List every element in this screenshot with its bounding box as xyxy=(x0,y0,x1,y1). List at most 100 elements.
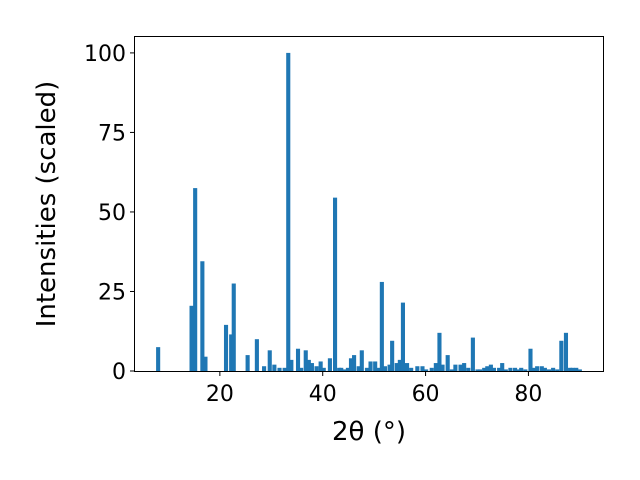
bar xyxy=(491,367,497,371)
bar xyxy=(542,367,547,371)
bar xyxy=(394,363,399,371)
bar xyxy=(364,367,369,371)
bar xyxy=(299,367,304,371)
bar xyxy=(289,359,294,371)
bar xyxy=(440,364,445,371)
bar xyxy=(223,324,229,371)
y-axis-label: Intensities (scaled) xyxy=(32,81,62,328)
bar xyxy=(303,350,308,371)
bar xyxy=(409,367,414,371)
x-tick-label: 20 xyxy=(206,382,234,407)
bar xyxy=(420,366,425,371)
bar xyxy=(321,367,326,371)
bar xyxy=(531,367,536,371)
bar xyxy=(306,359,311,371)
bar xyxy=(379,281,384,371)
bar xyxy=(373,361,378,371)
bar xyxy=(577,369,582,371)
y-tick-label: 0 xyxy=(112,360,126,385)
bar xyxy=(497,367,502,371)
bar xyxy=(519,367,524,371)
bar xyxy=(555,369,560,371)
bar xyxy=(203,356,208,371)
bar xyxy=(478,369,483,371)
x-axis-ticks: 20 40 60 80 xyxy=(206,371,542,407)
bar xyxy=(272,364,277,371)
bar xyxy=(348,358,354,371)
bar xyxy=(314,366,319,371)
x-tick-label: 80 xyxy=(514,382,542,407)
x-axis-label: 2θ (°) xyxy=(332,417,406,447)
bar xyxy=(470,337,475,371)
bar xyxy=(437,332,442,371)
bar xyxy=(429,367,434,371)
bar xyxy=(376,367,381,371)
bar xyxy=(508,367,513,371)
bar xyxy=(516,369,521,371)
bar xyxy=(415,366,420,371)
bar xyxy=(424,369,429,371)
x-tick-label: 60 xyxy=(412,382,440,407)
bar xyxy=(563,332,569,371)
bar xyxy=(309,363,314,371)
bar xyxy=(337,367,342,371)
bar xyxy=(551,367,556,371)
bar xyxy=(559,340,564,371)
bar xyxy=(342,369,347,371)
bar xyxy=(295,348,301,371)
bar xyxy=(475,369,480,371)
x-tick-label: 40 xyxy=(309,382,337,407)
bar xyxy=(231,283,236,371)
plot-frame xyxy=(134,36,604,372)
bar xyxy=(277,367,282,371)
bar xyxy=(318,361,323,371)
bar xyxy=(356,366,361,371)
bar xyxy=(200,261,205,371)
y-tick-label: 50 xyxy=(98,201,126,226)
bar xyxy=(267,350,272,371)
y-tick-label: 75 xyxy=(98,121,126,146)
bar xyxy=(466,367,471,371)
bar xyxy=(245,355,250,371)
y-axis-ticks: 0 25 50 75 100 xyxy=(84,42,135,385)
bar xyxy=(345,367,350,371)
bar xyxy=(503,369,508,371)
y-tick-label: 100 xyxy=(84,42,126,67)
bar xyxy=(523,369,528,371)
bar xyxy=(500,363,505,371)
bar xyxy=(570,367,575,371)
bar xyxy=(333,197,338,371)
bar xyxy=(458,364,463,371)
bar xyxy=(282,367,287,371)
bar xyxy=(485,366,490,371)
bar xyxy=(513,367,518,371)
bar xyxy=(339,367,344,371)
bar xyxy=(254,339,259,371)
bar xyxy=(359,350,364,371)
bar xyxy=(574,367,579,371)
y-tick-label: 25 xyxy=(98,280,126,305)
bar xyxy=(156,347,161,371)
bar xyxy=(462,363,467,371)
bar xyxy=(433,363,438,371)
bar xyxy=(528,348,533,371)
bar xyxy=(488,364,493,371)
bar xyxy=(449,369,454,371)
bar xyxy=(352,355,357,371)
bar xyxy=(397,359,402,371)
bar xyxy=(539,366,544,371)
bar xyxy=(193,188,198,371)
bar xyxy=(568,367,573,371)
bar xyxy=(482,367,487,371)
bar xyxy=(387,364,392,371)
bar xyxy=(368,361,373,371)
bar xyxy=(327,358,332,371)
bar xyxy=(453,364,458,371)
bar xyxy=(546,369,552,371)
bar xyxy=(286,52,291,372)
bar xyxy=(189,305,194,371)
bar xyxy=(262,366,267,371)
bar xyxy=(445,355,450,371)
bars-group xyxy=(156,52,582,372)
